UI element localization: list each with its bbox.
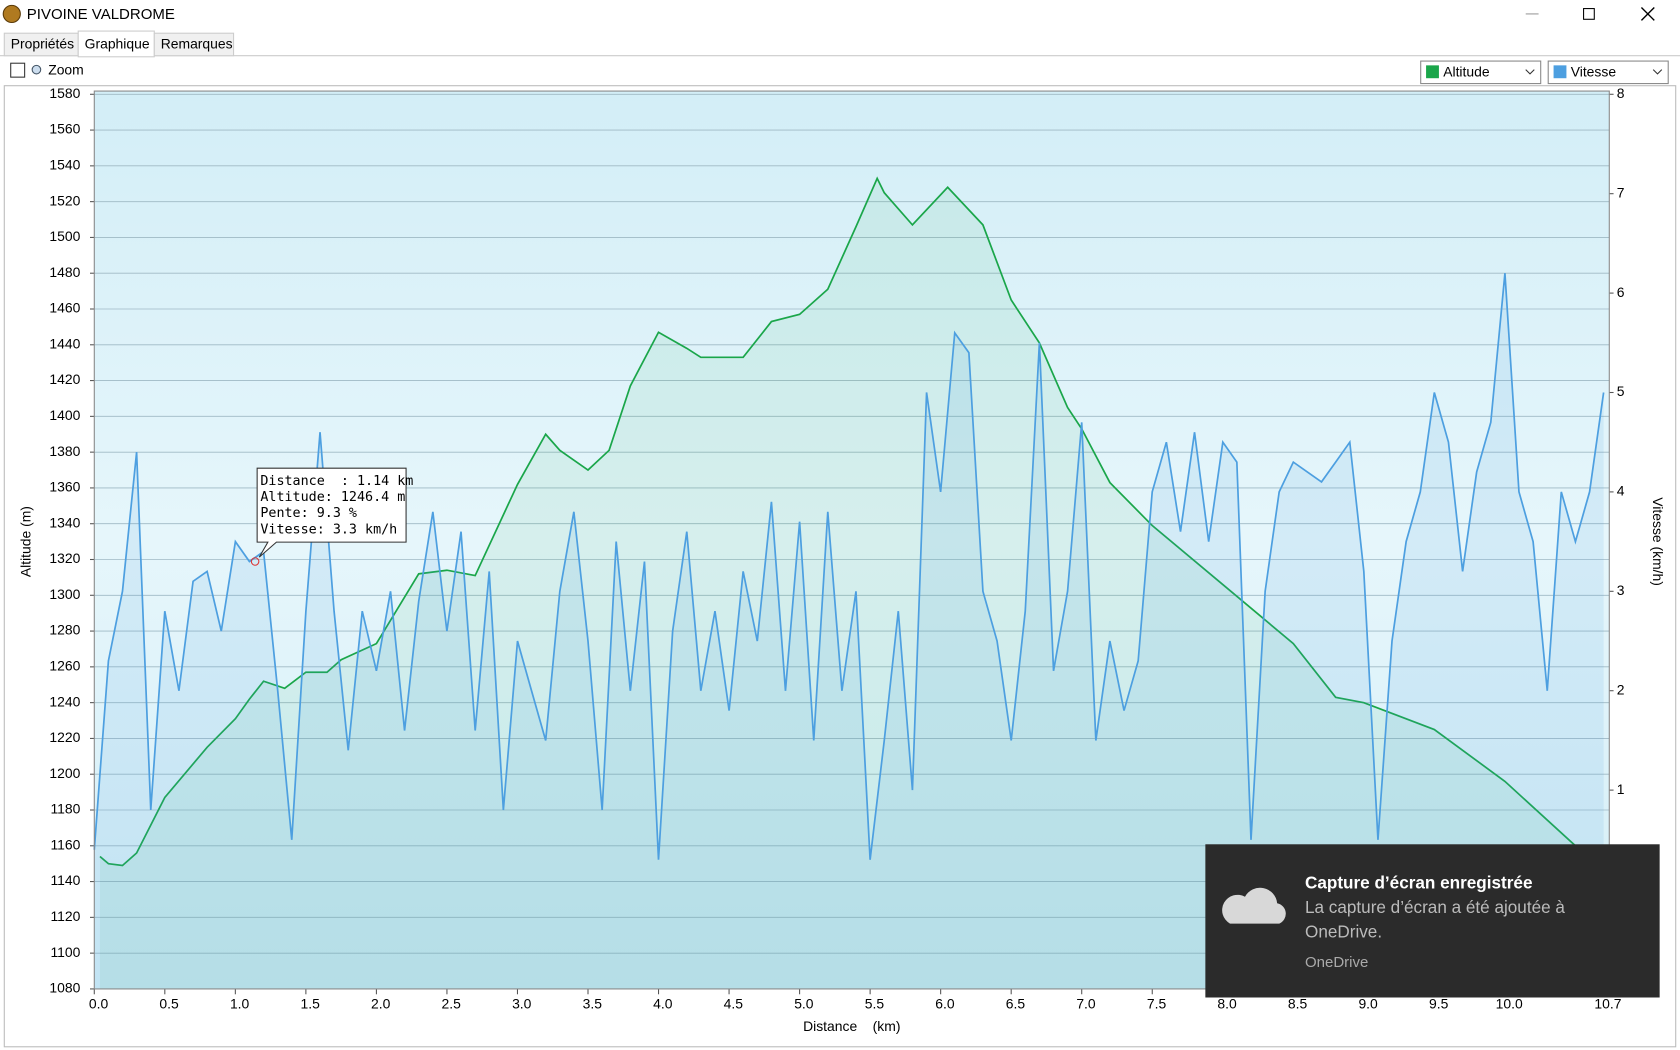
toast-body: OneDrive. — [1305, 922, 1382, 942]
x-tick-label: 4.5 — [724, 996, 744, 1012]
toast-source: OneDrive — [1305, 954, 1368, 971]
series-dropdown[interactable] — [1547, 60, 1669, 85]
y-tick-label: 1560 — [49, 121, 80, 137]
y-tick-label: 1280 — [49, 622, 80, 638]
toast-title: Capture d’écran enregistrée — [1305, 872, 1532, 892]
y2-tick-label: 7 — [1617, 184, 1625, 200]
y-tick-label: 1540 — [49, 157, 80, 173]
y-tick-label: 1160 — [50, 836, 80, 852]
y2-axis-label: Vitesse (km/h) — [1650, 497, 1666, 586]
line-series — [93, 273, 1605, 860]
y-tick-label: 1100 — [50, 944, 80, 960]
y2-tick-label: 3 — [1617, 582, 1625, 598]
x-tick-label: 4.0 — [653, 996, 673, 1012]
close[interactable] — [1640, 7, 1655, 21]
x-tick-label: 1.0 — [230, 996, 250, 1012]
x-tick-label: 9.5 — [1429, 996, 1449, 1012]
y-tick-label: 1300 — [49, 586, 80, 602]
y-tick-label: 1240 — [49, 693, 80, 709]
tab[interactable] — [77, 30, 155, 58]
toast-body: La capture d’écran a été ajoutée à — [1305, 897, 1565, 917]
x-tick-label: 7.0 — [1076, 996, 1096, 1012]
x-tick-label: 9.0 — [1358, 996, 1378, 1012]
series-dropdown[interactable] — [1420, 60, 1542, 85]
tooltip-point — [250, 557, 260, 566]
y-tick-label: 1200 — [49, 765, 80, 781]
y-tick-label: 1120 — [50, 908, 80, 924]
y-axis-label: Altitude (m) — [17, 506, 33, 577]
legend-label[interactable]: Altitude — [1443, 64, 1490, 80]
x-tick-label: 8.0 — [1217, 996, 1237, 1012]
y2-tick-label: 6 — [1617, 284, 1625, 300]
y-tick-label: 1580 — [49, 85, 80, 101]
line-series — [99, 176, 1610, 868]
window-title: PIVOINE VALDROME — [27, 6, 175, 23]
y2-tick-label: 1 — [1617, 781, 1625, 797]
y-tick-label: 1520 — [49, 192, 80, 208]
y-tick-label: 1480 — [49, 264, 80, 280]
tooltip-line: Distance : 1.14 km — [260, 474, 413, 489]
dropdown-arrow — [1652, 69, 1663, 75]
x-tick-label: 2.5 — [442, 996, 462, 1012]
legend-swatch — [1553, 65, 1567, 79]
zoom-label[interactable]: Zoom — [48, 61, 84, 77]
x-axis-label: Distance (km) — [803, 1018, 900, 1034]
area-fill — [94, 273, 1604, 989]
tooltip-line: Altitude: 1246.4 m — [260, 490, 405, 505]
y-tick-label: 1420 — [49, 371, 80, 387]
y-tick-label: 1340 — [49, 514, 80, 530]
y-tick-label: 1080 — [49, 980, 80, 996]
x-tick-label: 7.5 — [1147, 996, 1167, 1012]
x-tick-label: 1.5 — [300, 996, 320, 1012]
tooltip-line: Pente: 9.3 % — [260, 506, 357, 521]
dropdown-arrow — [1525, 69, 1535, 75]
cloud-icon — [1222, 887, 1286, 924]
tooltip-box — [256, 467, 407, 558]
x-tick-label: 0.5 — [159, 996, 179, 1012]
tab[interactable] — [153, 32, 235, 57]
y-tick-label: 1260 — [49, 658, 80, 674]
x-tick-label: 6.0 — [935, 996, 955, 1012]
x-tick-label: 5.5 — [865, 996, 885, 1012]
y-tick-label: 1180 — [50, 801, 80, 817]
legend-label[interactable]: Vitesse — [1571, 64, 1617, 80]
x-tick-label: 10.7 — [1594, 996, 1621, 1012]
zoom-icon — [31, 64, 42, 75]
x-tick-label: 3.5 — [583, 996, 603, 1012]
y-tick-label: 1400 — [49, 407, 80, 423]
y2-tick-label: 8 — [1617, 85, 1625, 101]
x-tick-label: 2.0 — [371, 996, 391, 1012]
y2-tick-label: 4 — [1617, 483, 1625, 499]
tab-label[interactable]: Propriétés — [11, 36, 74, 52]
x-tick-label: 0.0 — [89, 996, 109, 1012]
y-tick-label: 1140 — [50, 872, 80, 888]
y-tick-label: 1360 — [49, 479, 80, 495]
area-fill — [99, 178, 1610, 989]
tab-label[interactable]: Remarques — [161, 36, 233, 52]
x-tick-label: 6.5 — [1006, 996, 1026, 1012]
x-tick-label: 10.0 — [1496, 996, 1523, 1012]
x-tick-label: 8.5 — [1288, 996, 1308, 1012]
x-tick-label: 3.0 — [512, 996, 532, 1012]
x-tick-label: 5.0 — [794, 996, 814, 1012]
app-icon — [2, 4, 21, 24]
y-tick-label: 1380 — [49, 443, 80, 459]
zoom-checkbox[interactable] — [10, 62, 26, 78]
y-tick-label: 1320 — [49, 550, 80, 566]
y2-tick-label: 5 — [1617, 383, 1625, 399]
y-tick-label: 1220 — [49, 729, 80, 745]
tooltip-line: Vitesse: 3.3 km/h — [260, 522, 397, 537]
y-tick-label: 1440 — [49, 335, 80, 351]
y2-tick-label: 2 — [1617, 681, 1625, 697]
legend-swatch — [1426, 65, 1439, 79]
y-tick-label: 1460 — [49, 300, 80, 316]
restore[interactable] — [1583, 8, 1595, 20]
y-tick-label: 1500 — [49, 228, 80, 244]
plot-border — [93, 90, 1610, 990]
tab-label[interactable]: Graphique — [85, 36, 150, 52]
